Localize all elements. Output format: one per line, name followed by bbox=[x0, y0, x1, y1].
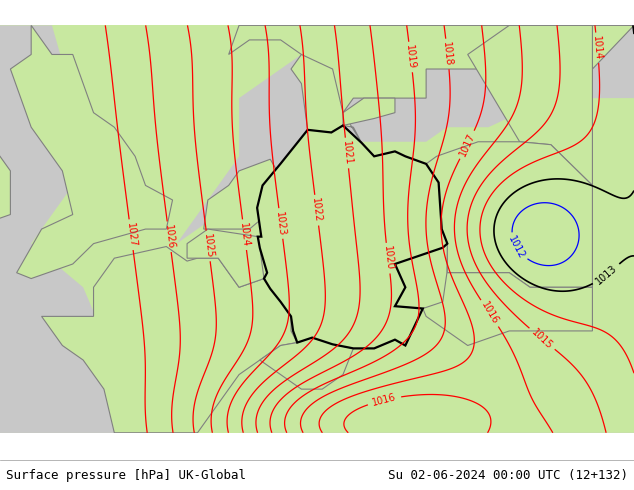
Polygon shape bbox=[0, 25, 634, 433]
Text: 1012: 1012 bbox=[507, 234, 527, 260]
Polygon shape bbox=[204, 159, 281, 229]
Polygon shape bbox=[177, 46, 353, 244]
Text: 1022: 1022 bbox=[311, 197, 323, 223]
Text: 1016: 1016 bbox=[371, 392, 398, 408]
Polygon shape bbox=[257, 125, 448, 348]
Text: 1020: 1020 bbox=[382, 245, 394, 271]
Polygon shape bbox=[343, 98, 395, 125]
Text: 1017: 1017 bbox=[458, 131, 477, 158]
Text: 1024: 1024 bbox=[238, 222, 251, 247]
Polygon shape bbox=[10, 25, 172, 278]
Text: 1015: 1015 bbox=[529, 327, 554, 351]
Polygon shape bbox=[301, 46, 385, 113]
Polygon shape bbox=[423, 244, 592, 345]
Text: 1026: 1026 bbox=[163, 224, 176, 249]
Polygon shape bbox=[322, 25, 634, 142]
Text: 1013: 1013 bbox=[594, 263, 619, 286]
Text: 1014: 1014 bbox=[592, 35, 604, 60]
Polygon shape bbox=[426, 142, 592, 287]
Polygon shape bbox=[395, 244, 448, 309]
Polygon shape bbox=[0, 113, 10, 229]
Text: 1016: 1016 bbox=[479, 300, 500, 326]
Polygon shape bbox=[260, 337, 353, 389]
Text: 1025: 1025 bbox=[202, 233, 214, 259]
Polygon shape bbox=[229, 25, 634, 113]
Polygon shape bbox=[0, 433, 634, 490]
Polygon shape bbox=[42, 246, 297, 433]
Polygon shape bbox=[468, 25, 592, 185]
Polygon shape bbox=[0, 302, 135, 433]
Polygon shape bbox=[322, 309, 423, 348]
Text: 1021: 1021 bbox=[341, 140, 353, 166]
Text: Su 02-06-2024 00:00 UTC (12+132): Su 02-06-2024 00:00 UTC (12+132) bbox=[387, 469, 628, 482]
Polygon shape bbox=[187, 229, 264, 287]
Text: 1023: 1023 bbox=[275, 211, 287, 236]
Polygon shape bbox=[291, 54, 361, 143]
Text: 1018: 1018 bbox=[441, 41, 454, 67]
Text: 1019: 1019 bbox=[404, 44, 417, 70]
Polygon shape bbox=[0, 25, 177, 433]
Text: 1027: 1027 bbox=[125, 222, 138, 247]
Text: Surface pressure [hPa] UK-Global: Surface pressure [hPa] UK-Global bbox=[6, 469, 247, 482]
